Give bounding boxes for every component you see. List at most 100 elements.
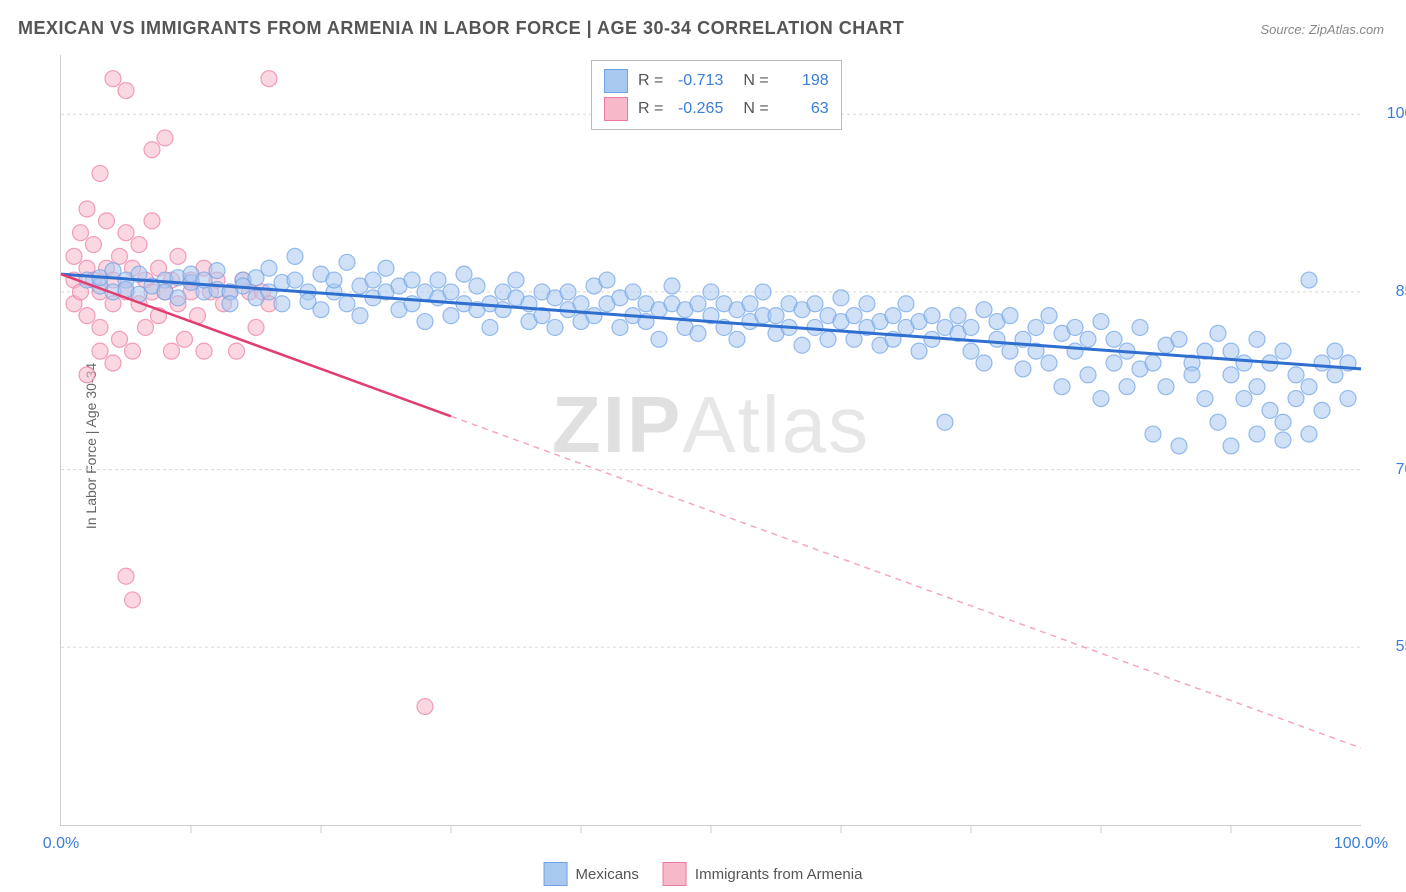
data-point [989,331,1005,347]
data-point [138,319,154,335]
data-point [1288,367,1304,383]
data-point [573,296,589,312]
legend-label: Immigrants from Armenia [695,866,863,883]
y-tick-label: 55.0% [1396,638,1406,656]
data-point [703,284,719,300]
data-point [1067,343,1083,359]
data-point [898,296,914,312]
data-point [690,325,706,341]
stats-legend-box: R =-0.713N =198R =-0.265N =63 [591,60,842,130]
data-point [885,308,901,324]
data-point [157,130,173,146]
data-point [177,331,193,347]
data-point [164,343,180,359]
data-point [112,331,128,347]
data-point [352,308,368,324]
chart-container: MEXICAN VS IMMIGRANTS FROM ARMENIA IN LA… [0,0,1406,892]
data-point [586,308,602,324]
legend-swatch [604,69,628,93]
data-point [86,237,102,253]
data-point [1093,314,1109,330]
data-point [1275,343,1291,359]
data-point [66,248,82,264]
data-point [1093,391,1109,407]
data-point [222,296,238,312]
data-point [1340,391,1356,407]
stats-row: R =-0.713N =198 [604,67,829,95]
stat-n-value: 63 [779,100,829,118]
data-point [79,367,95,383]
data-point [1158,379,1174,395]
y-tick-label: 85.0% [1396,283,1406,301]
data-point [261,71,277,87]
data-point [742,296,758,312]
data-point [105,71,121,87]
data-point [92,343,108,359]
data-point [1132,319,1148,335]
data-point [1002,343,1018,359]
data-point [1106,355,1122,371]
data-point [1301,272,1317,288]
data-point [1314,355,1330,371]
legend-item: Immigrants from Armenia [663,862,863,886]
data-point [482,319,498,335]
data-point [1210,414,1226,430]
data-point [950,308,966,324]
data-point [1041,308,1057,324]
data-point [339,254,355,270]
data-point [170,248,186,264]
legend-label: Mexicans [576,866,639,883]
stat-n-label: N = [743,100,768,118]
data-point [417,314,433,330]
data-point [326,272,342,288]
data-point [1002,308,1018,324]
data-point [125,343,141,359]
data-point [118,83,134,99]
data-point [378,260,394,276]
chart-title: MEXICAN VS IMMIGRANTS FROM ARMENIA IN LA… [18,18,904,39]
data-point [1119,379,1135,395]
data-point [976,355,992,371]
data-point [1301,426,1317,442]
data-point [1223,438,1239,454]
data-point [1314,402,1330,418]
data-point [560,284,576,300]
y-tick-label: 100.0% [1387,105,1406,123]
stat-r-value: -0.713 [673,72,723,90]
data-point [612,319,628,335]
data-point [651,331,667,347]
data-point [508,272,524,288]
data-point [1106,331,1122,347]
source-label: Source: ZipAtlas.com [1260,22,1384,37]
data-point [911,343,927,359]
legend-swatch [663,862,687,886]
data-point [1171,331,1187,347]
data-point [1236,355,1252,371]
data-point [1249,331,1265,347]
data-point [1210,325,1226,341]
data-point [846,308,862,324]
data-point [1327,367,1343,383]
data-point [976,302,992,318]
data-point [118,225,134,241]
data-point [807,296,823,312]
data-point [1041,355,1057,371]
data-point [112,248,128,264]
data-point [404,272,420,288]
stat-r-value: -0.265 [673,100,723,118]
data-point [1223,367,1239,383]
data-point [1262,402,1278,418]
data-point [1275,414,1291,430]
data-point [430,272,446,288]
bottom-legend: Mexicans Immigrants from Armenia [544,862,863,886]
data-point [131,237,147,253]
data-point [729,331,745,347]
data-point [1067,319,1083,335]
data-point [1249,426,1265,442]
data-point [261,260,277,276]
data-point [1275,432,1291,448]
data-point [1197,391,1213,407]
data-point [1236,391,1252,407]
stats-row: R =-0.265N =63 [604,95,829,123]
x-tick-label: 100.0% [1334,835,1388,853]
